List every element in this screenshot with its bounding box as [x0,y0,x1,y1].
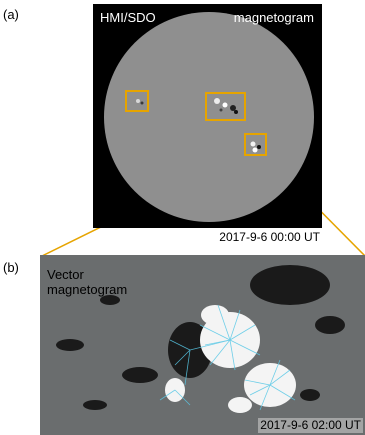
panel-a-timestamp: 2017-9-6 00:00 UT [219,230,320,244]
transverse-field-vectors [159,304,296,411]
panel-b-timestamp: 2017-9-6 02:00 UT [258,418,363,433]
negative-flux-patches [56,265,345,410]
region-box-3 [244,133,267,156]
product-label: magnetogram [233,10,314,25]
panel-a-label: (a) [3,7,19,22]
panel-b-label: (b) [3,260,19,275]
solar-disk [104,12,314,222]
full-disk-magnetogram: HMI/SDO magnetogram [93,4,322,228]
instrument-label: HMI/SDO [100,10,156,25]
vector-magnetogram-zoom: Vector magnetogram 2017-9-6 02:00 UT [40,255,365,435]
region-box-1 [125,90,149,112]
active-region-features [136,98,261,153]
product-label: Vector magnetogram [47,267,128,297]
region-box-2 [205,92,246,121]
